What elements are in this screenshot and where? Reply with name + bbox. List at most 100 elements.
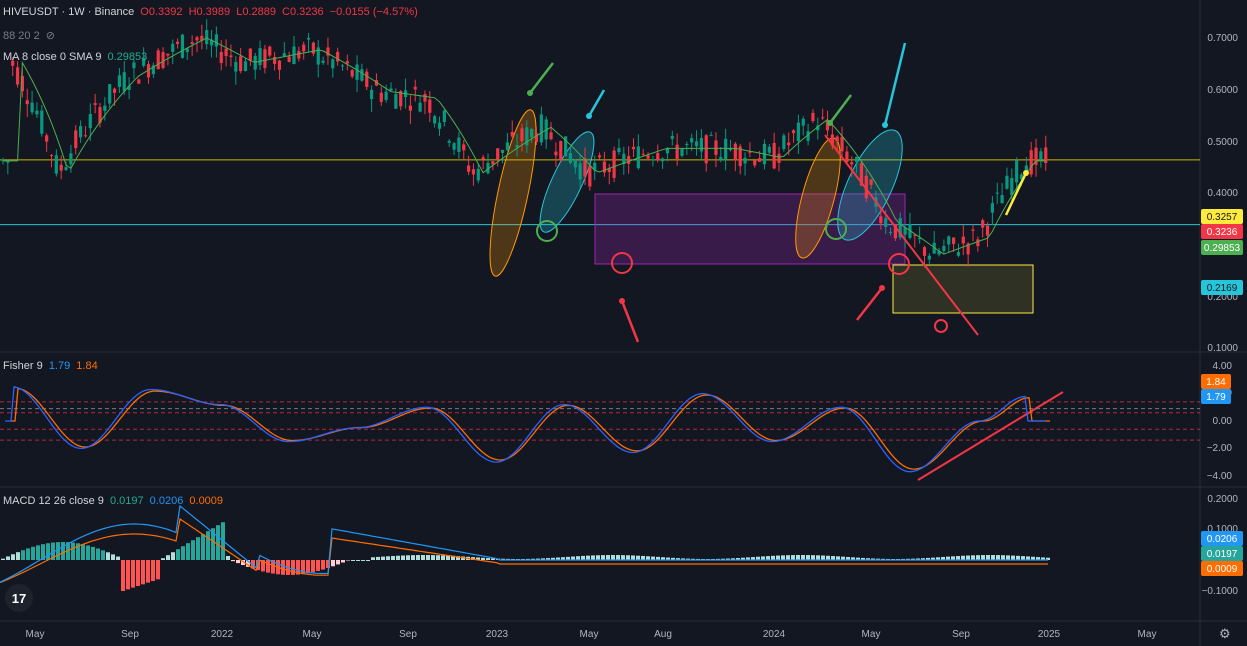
- candle-body: [20, 76, 24, 92]
- fisher-value-2: 1.84: [76, 360, 98, 372]
- tradingview-logo-icon[interactable]: 17: [5, 584, 33, 612]
- gear-icon[interactable]: ⚙: [1219, 626, 1231, 641]
- candle-body: [340, 65, 345, 67]
- candle-body: [918, 237, 922, 240]
- candle-body: [282, 53, 286, 57]
- eye-off-icon[interactable]: ⊘: [45, 30, 55, 42]
- annotation-arrow: [829, 94, 852, 124]
- macd-histogram-bar: [846, 556, 850, 560]
- candle-body: [476, 168, 480, 181]
- macd-histogram-bar: [271, 560, 275, 574]
- macd-histogram-bar: [866, 558, 870, 560]
- candle-body: [98, 107, 102, 123]
- macd-histogram-bar: [246, 560, 250, 567]
- price-label-resistance: 0.3257: [1207, 212, 1238, 223]
- candle-body: [1015, 160, 1019, 183]
- candle-body: [161, 52, 165, 69]
- candle-body: [801, 118, 805, 126]
- macd-histogram-bar: [406, 555, 410, 560]
- macd-histogram-bar: [976, 555, 980, 560]
- macd-histogram-bar: [611, 555, 615, 560]
- candle-body: [243, 61, 248, 72]
- macd-histogram-bar: [556, 557, 560, 560]
- candle-body: [913, 234, 917, 236]
- candle-body: [224, 48, 228, 57]
- candle-body: [665, 148, 670, 154]
- candle-body: [515, 145, 519, 148]
- candle-body: [166, 53, 170, 56]
- candle-body: [437, 122, 442, 129]
- candle-body: [452, 143, 456, 150]
- candle-body: [64, 167, 68, 170]
- macd-histogram-bar: [1026, 556, 1030, 560]
- candle-body: [190, 42, 194, 44]
- macd-histogram-bar: [421, 555, 425, 560]
- macd-label-macd: 0.0206: [1207, 534, 1238, 545]
- macd-histogram-bar: [641, 555, 645, 560]
- candle-body: [767, 146, 771, 153]
- candle-body: [859, 163, 864, 186]
- annotation-circle: [888, 253, 910, 275]
- candle-body: [297, 50, 301, 59]
- candle-body: [825, 120, 830, 131]
- macd-histogram-bar: [386, 556, 390, 560]
- volume-settings: 88 20 2: [3, 30, 40, 42]
- candle-body: [782, 135, 786, 150]
- annotation-circle: [536, 220, 558, 242]
- candle-body: [195, 37, 199, 41]
- ohlc-high: H0.3989: [188, 6, 231, 18]
- macd-histogram-bar: [1041, 557, 1045, 560]
- macd-histogram-bar: [151, 560, 155, 581]
- candle-body: [884, 218, 888, 227]
- macd-tick-label: 0.1000: [1207, 524, 1238, 535]
- candle-body: [787, 142, 791, 146]
- candle-body: [200, 35, 204, 41]
- macd-histogram-bar: [41, 544, 45, 560]
- candle-body: [142, 57, 146, 66]
- macd-histogram-bar: [576, 556, 580, 560]
- fisher-tick-label: −2.00: [1207, 443, 1233, 454]
- macd-histogram-bar: [211, 528, 215, 560]
- annotation-arrow: [1004, 172, 1028, 216]
- highlight-ellipse: [795, 137, 841, 259]
- macd-histogram-bar: [856, 557, 860, 560]
- macd-histogram-bar: [736, 558, 740, 560]
- macd-histogram-bar: [811, 555, 815, 560]
- macd-histogram-bar: [661, 557, 665, 560]
- macd-histogram-bar: [381, 556, 385, 560]
- fisher-title: Fisher 9: [3, 360, 43, 372]
- ohlc-change: −0.0155 (−4.57%): [329, 6, 418, 18]
- candle-body: [510, 132, 514, 137]
- macd-histogram-bar: [781, 555, 785, 560]
- macd-histogram-bar: [456, 556, 460, 560]
- macd-histogram-bar: [416, 555, 420, 560]
- macd-histogram-bar: [911, 558, 915, 560]
- macd-histogram-bar: [786, 555, 790, 560]
- candle-body: [336, 51, 340, 62]
- candle-body: [399, 91, 403, 107]
- candle-body: [564, 136, 568, 157]
- candle-body: [156, 50, 160, 70]
- x-tick-label: May: [862, 629, 881, 640]
- candle-body: [345, 61, 349, 64]
- candle-body: [287, 56, 291, 62]
- candle-body: [966, 243, 970, 255]
- symbol-title: HIVEUSDT · 1W · Binance: [3, 6, 135, 18]
- candle-body: [428, 99, 432, 113]
- macd-histogram-bar: [1011, 555, 1015, 560]
- candle-body: [331, 59, 335, 69]
- macd-histogram-bar: [676, 558, 680, 560]
- macd-histogram-bar: [296, 560, 300, 575]
- x-tick-label: Sep: [399, 629, 417, 640]
- macd-histogram-bar: [721, 558, 725, 560]
- candle-body: [214, 34, 218, 47]
- fisher-label-value: 1.79: [1206, 392, 1226, 403]
- candle-body: [302, 44, 306, 52]
- candle-body: [549, 132, 553, 140]
- macd-histogram-bar: [761, 556, 765, 560]
- candle-body: [442, 110, 446, 122]
- macd-histogram-bar: [926, 557, 930, 560]
- macd-histogram-bar: [876, 558, 880, 560]
- candle-body: [74, 130, 78, 149]
